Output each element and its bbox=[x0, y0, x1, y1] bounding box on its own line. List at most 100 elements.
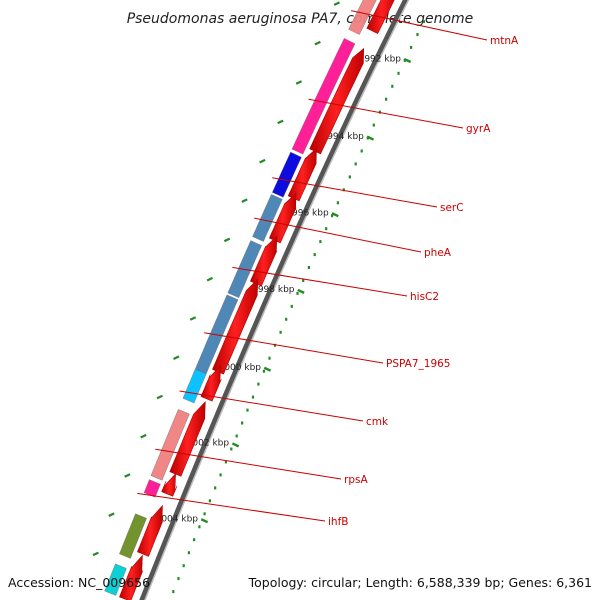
scale-major-tick bbox=[403, 57, 412, 64]
gene-label[interactable]: gyrA bbox=[466, 123, 491, 135]
gene-ring-tick bbox=[206, 276, 214, 282]
gene-ring-tick bbox=[124, 473, 131, 478]
scale-label: 1994 kbp bbox=[321, 132, 364, 142]
scale-tick bbox=[354, 162, 357, 166]
gene-feature-reverse bbox=[119, 513, 147, 559]
scale-tick bbox=[385, 97, 388, 101]
scale-tick bbox=[410, 45, 413, 49]
scale-tick bbox=[182, 564, 185, 568]
scale-major-tick bbox=[200, 518, 209, 524]
scale-label: 1992 kbp bbox=[359, 54, 402, 64]
scale-tick bbox=[224, 460, 227, 464]
gene-ring-tick bbox=[156, 394, 163, 400]
gene-leader-line bbox=[179, 390, 364, 422]
gene-feature-forward bbox=[161, 472, 178, 497]
scale-major-tick bbox=[297, 288, 305, 294]
scale-tick bbox=[391, 84, 394, 88]
gene-label[interactable]: cmk bbox=[366, 416, 389, 428]
scale-major-tick bbox=[366, 135, 375, 141]
gene-label[interactable]: PSPA7_1965 bbox=[386, 358, 451, 370]
scale-major-tick bbox=[231, 442, 240, 448]
scale-tick bbox=[331, 214, 334, 218]
gene-leader-line bbox=[137, 492, 326, 522]
gene-ring-tick bbox=[277, 119, 284, 125]
gene-ring-tick bbox=[223, 237, 231, 243]
gene-ring-tick bbox=[92, 551, 99, 557]
gene-leader-line bbox=[308, 98, 464, 129]
gene-feature-reverse bbox=[150, 409, 190, 481]
gene-leader-line bbox=[204, 332, 384, 364]
scale-tick bbox=[235, 434, 238, 438]
scale-tick bbox=[230, 447, 233, 451]
gene-feature-reverse bbox=[104, 563, 127, 596]
scale-label: 2004 kbp bbox=[156, 515, 199, 525]
gene-ring-tick bbox=[295, 80, 303, 85]
scale-tick bbox=[319, 240, 322, 244]
tick-marks bbox=[92, 1, 425, 594]
scale-tick bbox=[214, 486, 217, 490]
gene-leader-line bbox=[155, 448, 342, 480]
scale-major-tick bbox=[263, 366, 272, 372]
scale-major-tick bbox=[331, 212, 339, 218]
scale-tick bbox=[342, 188, 345, 192]
gene-ring-tick bbox=[333, 1, 341, 6]
scale-tick bbox=[257, 382, 260, 386]
scale-tick bbox=[325, 227, 328, 231]
scale-tick bbox=[268, 356, 271, 360]
gene-feature-reverse bbox=[272, 151, 302, 198]
scale-tick bbox=[290, 304, 293, 308]
genome-backbone bbox=[139, 0, 409, 600]
gene-leader-line bbox=[232, 266, 408, 297]
scale-tick bbox=[172, 590, 175, 594]
scale-tick bbox=[360, 149, 363, 153]
gene-feature-reverse bbox=[143, 479, 161, 498]
scale-tick bbox=[279, 330, 282, 334]
scale-tick bbox=[198, 525, 201, 529]
gene-leader-line bbox=[272, 177, 438, 208]
gene-ring-tick bbox=[314, 40, 321, 46]
gene-ring-tick bbox=[189, 316, 197, 321]
gene-label[interactable]: serC bbox=[440, 202, 464, 214]
gene-label[interactable]: ihfB bbox=[328, 516, 348, 528]
gene-label[interactable]: rpsA bbox=[344, 474, 368, 486]
scale-label: 2002 kbp bbox=[187, 439, 230, 449]
scale-label: 2000 kbp bbox=[219, 363, 262, 373]
scale-tick bbox=[177, 577, 180, 581]
scale-tick bbox=[203, 512, 206, 516]
scale-tick bbox=[193, 538, 196, 542]
gene-ring-tick bbox=[259, 158, 266, 164]
accession-text: Accession: NC_009656 bbox=[8, 575, 150, 590]
gene-leader-line bbox=[254, 217, 422, 253]
gene-label-leaders bbox=[137, 10, 488, 522]
scale-tick bbox=[241, 421, 244, 425]
gene-ring-tick bbox=[241, 198, 248, 203]
scale-tick bbox=[313, 253, 316, 257]
scale-tick bbox=[307, 266, 310, 269]
scale-tick bbox=[219, 473, 222, 477]
gene-label[interactable]: hisC2 bbox=[410, 291, 439, 303]
gene-ring-tick bbox=[108, 512, 115, 517]
gene-ring-tick bbox=[173, 355, 180, 360]
topology-text: Topology: circular; Length: 6,588,339 bp… bbox=[248, 575, 592, 590]
scale-tick bbox=[187, 551, 190, 555]
gene-feature-forward bbox=[200, 365, 222, 402]
gene-feature-reverse bbox=[348, 0, 377, 35]
scale-tick bbox=[296, 291, 299, 295]
scale-tick bbox=[336, 201, 339, 205]
scale-tick bbox=[372, 123, 375, 127]
gene-feature-forward bbox=[137, 504, 163, 557]
gene-leader-line bbox=[350, 10, 488, 41]
gene-ring-tick bbox=[140, 433, 147, 439]
gene-feature-reverse bbox=[291, 38, 356, 155]
scale-tick bbox=[251, 395, 255, 399]
scale-tick bbox=[285, 317, 288, 321]
genome-backbone-highlight bbox=[144, 0, 410, 600]
gene-label[interactable]: pheA bbox=[424, 247, 452, 259]
gene-label[interactable]: mtnA bbox=[490, 35, 519, 47]
scale-tick bbox=[302, 279, 305, 282]
gene-feature-forward bbox=[119, 554, 144, 600]
scale-label: 1998 kbp bbox=[252, 285, 295, 295]
